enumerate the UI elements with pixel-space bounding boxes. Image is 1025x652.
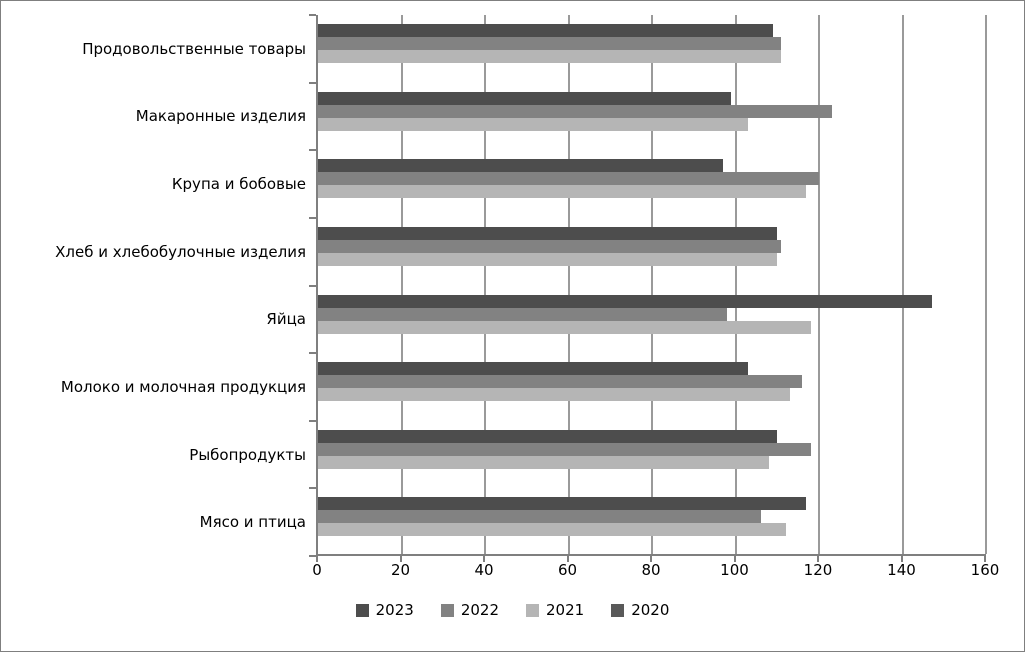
category-label: Макаронные изделия: [135, 107, 306, 126]
y-axis-tick: [309, 419, 316, 422]
bar-2022: [318, 37, 782, 50]
legend-label: 2020: [631, 601, 670, 619]
bar-2022: [318, 442, 811, 456]
legend-swatch: [611, 603, 625, 617]
legend-label: 2022: [460, 601, 499, 619]
bar-2021: [318, 185, 807, 199]
x-axis-tick: [650, 556, 652, 562]
y-axis-tick: [309, 487, 316, 490]
bar-group: [318, 150, 986, 218]
bar-2023: [318, 294, 932, 308]
bar-2022: [318, 239, 782, 253]
y-axis-tick: [309, 284, 316, 287]
bar-group: [318, 218, 986, 286]
x-axis-tick: [817, 556, 819, 562]
bar-2023: [318, 497, 807, 511]
x-axis-tick: [399, 556, 402, 562]
gridline: [818, 15, 820, 554]
category-label: Мясо и птица: [199, 513, 306, 532]
bar-group: [318, 421, 986, 489]
x-axis-tick: [566, 556, 569, 562]
x-tick-label: 140: [887, 561, 916, 579]
category-axis-labels: Продовольственные товары Макаронные издел…: [1, 15, 306, 556]
bar-2021: [318, 50, 782, 63]
category-label: Рыбопродукты: [189, 445, 306, 464]
legend-item-2020: 2020: [611, 601, 669, 619]
bar-2022: [318, 172, 819, 186]
gridline: [567, 15, 570, 554]
bar-2023: [318, 91, 732, 105]
legend-swatch: [440, 603, 454, 617]
x-tick-label: 120: [803, 561, 833, 579]
category-label: Хлеб и хлебобулочные изделия: [55, 242, 306, 261]
gridline: [734, 15, 737, 554]
bar-group: [318, 286, 986, 354]
y-axis-tick: [309, 352, 316, 355]
x-tick-label: 40: [474, 561, 494, 579]
bar-group: [318, 488, 986, 556]
legend-item-2023: 2023: [355, 601, 414, 619]
x-tick-label: 20: [390, 561, 411, 579]
x-tick-label: 60: [557, 561, 578, 579]
category-label: Яйца: [266, 310, 306, 329]
gridline: [985, 15, 987, 554]
bar-2021: [318, 252, 778, 266]
y-axis-tick: [309, 81, 316, 84]
bar-2021: [318, 320, 811, 334]
category-label: Продовольственные товары: [82, 39, 306, 58]
bar-2021: [318, 117, 749, 131]
plot-area: [316, 15, 987, 556]
bar-2023: [318, 24, 774, 37]
y-axis-tick: [309, 555, 316, 557]
y-axis-tick: [309, 14, 316, 16]
bar-2022: [318, 510, 761, 524]
x-axis-tick: [316, 556, 318, 562]
bar-group: [318, 15, 986, 83]
x-tick-label: 160: [970, 561, 1000, 579]
category-label: Крупа и бобовые: [171, 175, 306, 194]
bar-2023: [318, 159, 723, 173]
gridline: [484, 15, 486, 554]
bar-2023: [318, 362, 749, 376]
gridline: [651, 15, 653, 554]
x-axis-tick: [900, 556, 903, 562]
x-tick-label: 100: [720, 561, 749, 579]
legend-label: 2021: [546, 601, 585, 619]
legend-item-2022: 2022: [440, 601, 499, 619]
category-label: Молоко и молочная продукция: [60, 377, 306, 396]
bar-2021: [318, 455, 769, 469]
legend-label: 2023: [375, 601, 414, 619]
y-axis-tick: [309, 216, 316, 219]
legend-swatch: [526, 603, 539, 617]
bar-group: [318, 353, 986, 421]
x-axis-tick: [483, 556, 485, 562]
x-axis-tick: [984, 556, 986, 562]
bar-2021: [318, 523, 786, 537]
legend-swatch: [355, 603, 369, 617]
bar-group: [318, 83, 986, 151]
x-axis-tick: [733, 556, 736, 562]
bar-2021: [318, 388, 790, 402]
legend-item-2021: 2021: [526, 601, 584, 619]
gridline: [400, 15, 403, 554]
bar-2023: [318, 429, 778, 443]
bar-2022: [318, 375, 803, 389]
x-tick-label: 80: [641, 561, 661, 579]
gridline: [901, 15, 904, 554]
x-tick-label: 0: [312, 561, 322, 579]
bar-2022: [318, 307, 728, 321]
bar-2022: [318, 104, 832, 118]
bar-2023: [318, 226, 778, 240]
y-axis-tick: [309, 149, 316, 152]
legend: 2023 2022 2021 2020: [1, 601, 1024, 619]
